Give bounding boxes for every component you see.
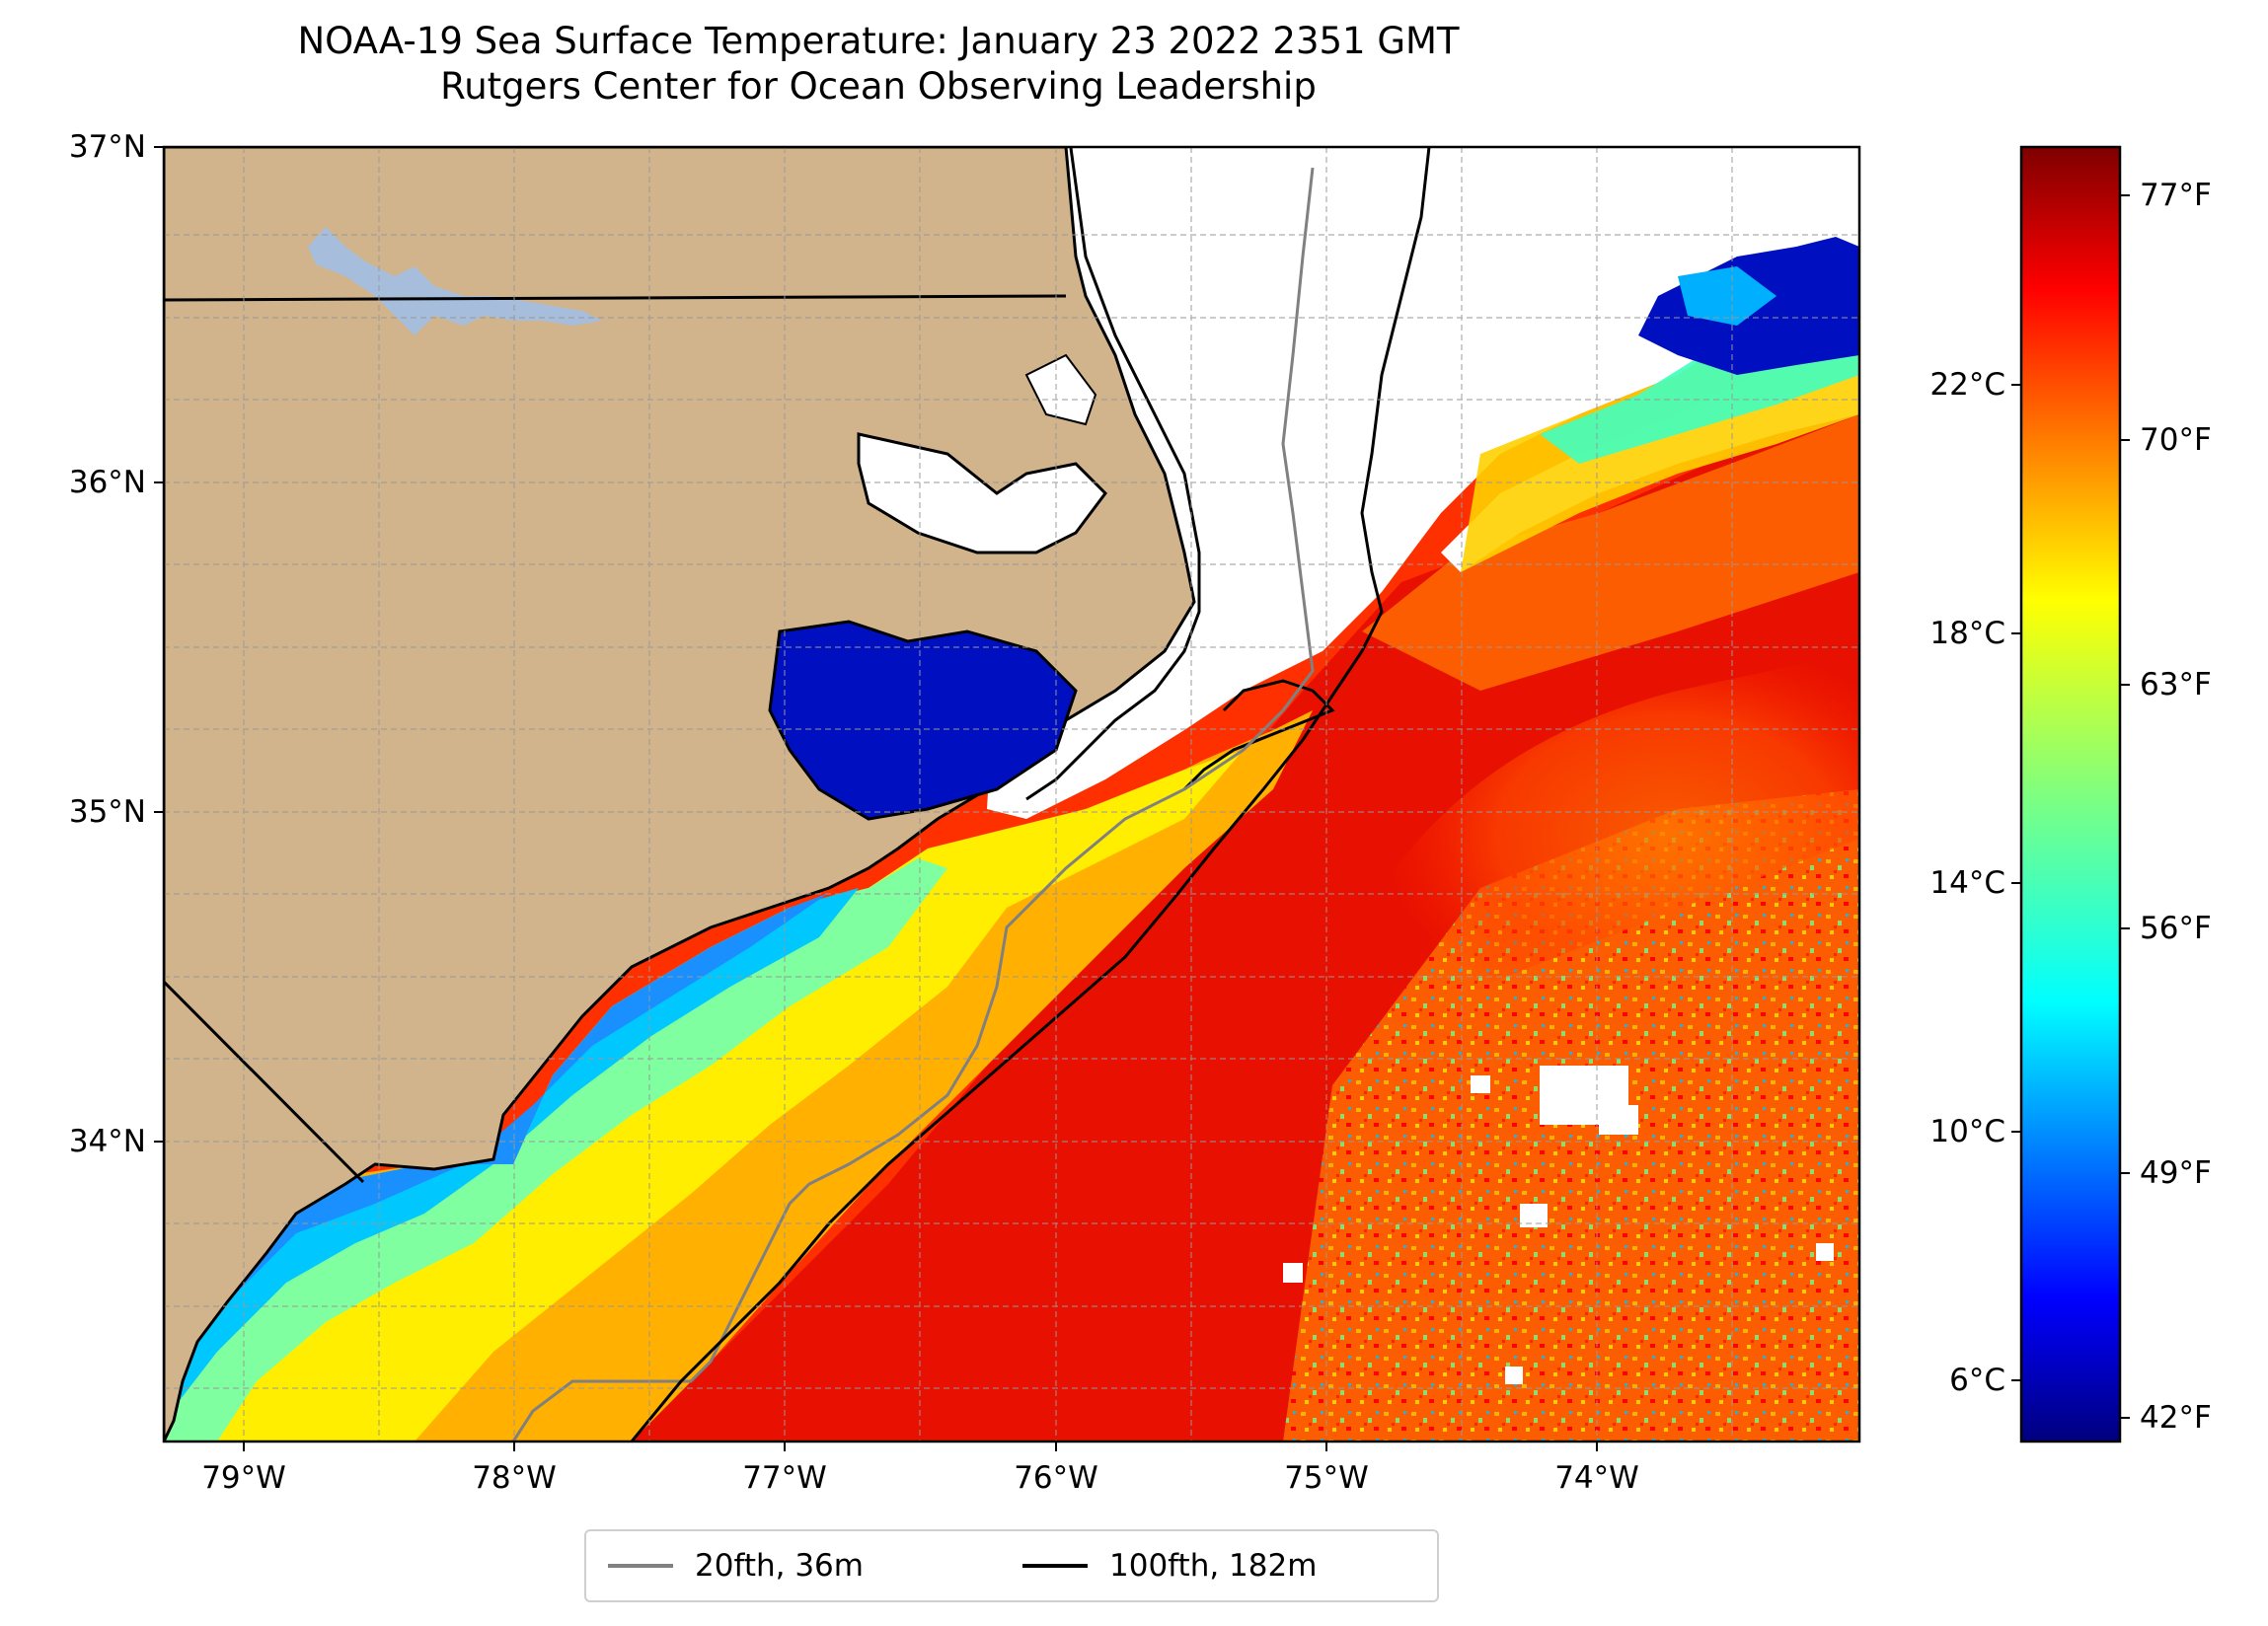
sst-cold-eddy	[1678, 266, 1777, 326]
pamlico-sound	[768, 620, 1078, 821]
colorbar-c-label-14: 14°C	[1929, 865, 2005, 901]
no-data-patch	[1471, 1075, 1490, 1093]
map-gridlines	[164, 147, 1859, 1441]
sst-warm-eddy	[1382, 651, 1859, 987]
lon-label-76: 76°W	[1014, 1460, 1098, 1496]
sst-orange-band	[1362, 414, 1859, 691]
lon-label-78: 78°W	[472, 1460, 557, 1496]
legend-label: 20fth, 36m	[695, 1548, 864, 1584]
colorbar-c-label-6: 6°C	[1949, 1363, 2005, 1398]
legend-item-100fth: 100fth, 182m	[1022, 1531, 1317, 1600]
currituck-sound	[1024, 353, 1097, 426]
no-data-cloud-ne	[1441, 147, 1859, 572]
sst-yellow-shelf	[164, 750, 1244, 1441]
colorbar-f-label-63: 63°F	[2140, 667, 2212, 702]
no-data-patch	[1816, 1243, 1834, 1261]
lon-label-74: 74°W	[1554, 1460, 1639, 1496]
lon-label-77: 77°W	[742, 1460, 827, 1496]
isobath-100fth	[630, 147, 1431, 1441]
lon-label-79: 79°W	[201, 1460, 286, 1496]
colorbar-gradient	[2019, 145, 2122, 1443]
legend-swatch-gray	[608, 1564, 673, 1568]
no-data-patch	[1599, 1105, 1638, 1135]
colorbar-c-label-10: 10°C	[1929, 1114, 2005, 1149]
colorbar-f-label-56: 56°F	[2140, 911, 2212, 946]
lat-ticks	[154, 146, 164, 1143]
chart-title: NOAA-19 Sea Surface Temperature: January…	[297, 20, 1460, 62]
no-data-patch	[1505, 1367, 1523, 1384]
legend-swatch-black	[1022, 1564, 1088, 1568]
map-frame	[162, 145, 1861, 1443]
lat-label-35: 35°N	[68, 794, 146, 830]
isobath-20fth	[511, 167, 1315, 1441]
colorbar-f-label-42: 42°F	[2140, 1400, 2212, 1436]
state-border-nc-sc	[164, 980, 365, 1184]
colorbar-f-label-49: 49°F	[2140, 1155, 2212, 1191]
lat-label-34: 34°N	[68, 1124, 146, 1159]
sst-green-shelf	[164, 858, 947, 1441]
map-area	[164, 147, 1859, 1441]
lat-label-36: 36°N	[68, 465, 146, 500]
no-data-patch	[1520, 1204, 1548, 1227]
outer-banks	[1025, 147, 1201, 801]
no-data-patch	[1283, 1263, 1303, 1283]
kerr-lake	[308, 227, 602, 335]
legend-item-20fth: 20fth, 36m	[608, 1531, 864, 1600]
colorbar-f-ticks	[2120, 194, 2130, 1419]
lon-label-75: 75°W	[1284, 1460, 1369, 1496]
colorbar-c-label-22: 22°C	[1929, 367, 2005, 403]
lon-ticks	[243, 1441, 1598, 1451]
colorbar-f-label-70: 70°F	[2140, 422, 2212, 458]
legend: 20fth, 36m 100fth, 182m	[584, 1529, 1439, 1602]
colorbar-c-label-18: 18°C	[1929, 616, 2005, 651]
cape-hatteras-coast	[1182, 679, 1335, 791]
state-border-va-nc	[164, 294, 1067, 302]
colorbar-c-ticks	[2011, 384, 2021, 1381]
legend-label: 100fth, 182m	[1109, 1548, 1318, 1584]
colorbar-f-label-77: 77°F	[2140, 178, 2212, 213]
lat-label-37: 37°N	[68, 129, 146, 165]
chart-subtitle: Rutgers Center for Ocean Observing Leade…	[440, 65, 1317, 108]
